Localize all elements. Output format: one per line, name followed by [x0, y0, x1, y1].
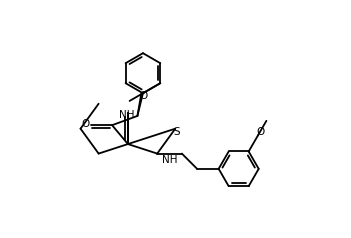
Text: NH: NH — [162, 155, 177, 165]
Text: O: O — [139, 91, 148, 101]
Text: S: S — [173, 127, 180, 137]
Text: O: O — [81, 119, 89, 129]
Text: O: O — [256, 127, 264, 137]
Text: NH: NH — [119, 110, 135, 120]
